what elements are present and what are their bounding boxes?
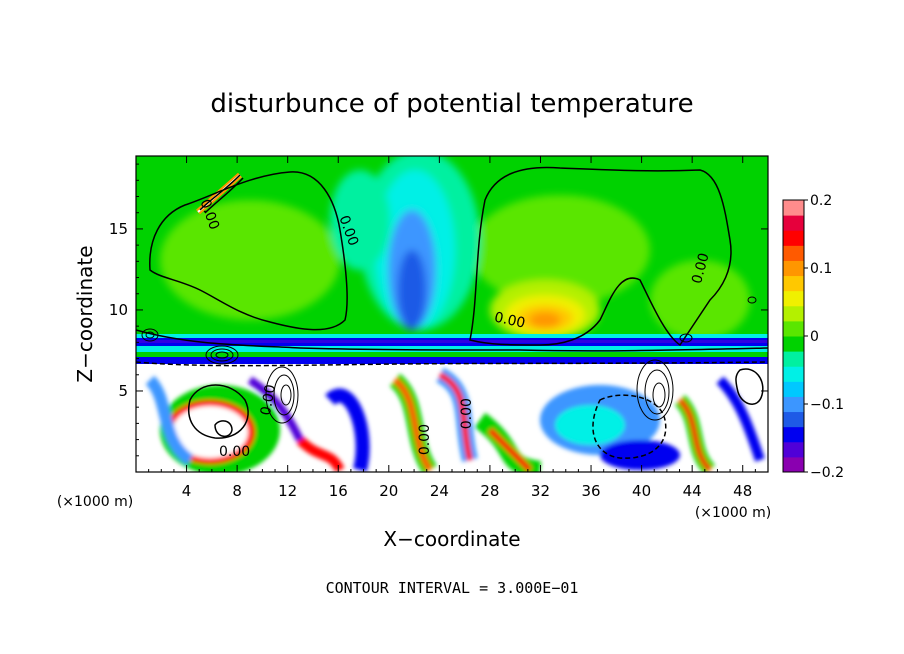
- contour-label: 0.00: [493, 310, 527, 332]
- colorbar-swatch: [783, 381, 804, 397]
- x-tick-label: 24: [430, 482, 449, 500]
- colorbar-swatch: [783, 200, 804, 216]
- colorbar-label: −0.2: [810, 465, 844, 481]
- x-tick-label: 40: [632, 482, 651, 500]
- x-tick-label: 8: [232, 482, 242, 500]
- contour-interval-note: CONTOUR INTERVAL = 3.000E−01: [326, 579, 579, 597]
- colorbar-swatch: [783, 441, 804, 458]
- colorbar-swatch: [783, 456, 804, 473]
- x-axis-title: X−coordinate: [383, 527, 520, 551]
- colorbar-swatch: [783, 320, 804, 337]
- colorbar: 0.2 0.1 0 −0.1 −0.2: [783, 193, 844, 481]
- colorbar-label: 0: [810, 329, 819, 345]
- contour-label-layer: 0.00 0.000.000.000.00 0.000.000.00: [196, 197, 712, 460]
- x-tick-label: 32: [531, 482, 550, 500]
- contour-label: 0.00: [459, 398, 475, 429]
- x-tick-label: 20: [379, 482, 398, 500]
- colorbar-swatch: [783, 215, 804, 231]
- colorbar-swatch: [783, 275, 804, 292]
- x-tick-label: 44: [683, 482, 702, 500]
- colorbar-swatch: [783, 230, 804, 246]
- y-tick-label: 5: [118, 382, 128, 400]
- colorbar-swatch: [783, 290, 804, 307]
- colorbar-swatch: [783, 426, 804, 443]
- y-tick-label: 10: [109, 301, 128, 319]
- colorbar-swatch: [783, 260, 804, 277]
- chart-title: disturbunce of potential temperature: [210, 89, 693, 119]
- colorbar-swatch: [783, 411, 804, 428]
- y-unit-label: (×1000 m): [695, 505, 771, 521]
- colorbar-label: 0.2: [810, 193, 832, 209]
- colorbar-swatch: [783, 305, 804, 322]
- colorbar-swatch: [783, 366, 804, 382]
- colorbar-label: 0.1: [810, 261, 832, 277]
- x-unit-label: (×1000 m): [57, 494, 133, 510]
- colorbar-swatch: [783, 396, 804, 413]
- x-tick-label: 48: [733, 482, 752, 500]
- x-tick-label: 12: [278, 482, 297, 500]
- x-tick-label: 4: [182, 482, 192, 500]
- colorbar-label: −0.1: [810, 397, 844, 413]
- contour-lines: [136, 166, 768, 459]
- colorbar-frame: [782, 199, 805, 473]
- contour-label: 0.00: [689, 251, 713, 285]
- x-tick-label: 16: [329, 482, 348, 500]
- x-tick-label: 28: [480, 482, 499, 500]
- colorbar-swatch: [783, 245, 804, 261]
- colorbar-swatch: [783, 336, 804, 352]
- y-tick-label: 15: [109, 220, 128, 238]
- contour-label: 0.00: [258, 383, 279, 416]
- contour-label: 0.00: [219, 444, 250, 460]
- contour-label: 0.00: [417, 424, 433, 455]
- y-axis-title: Z−coordinate: [73, 245, 97, 382]
- heatmap-field: [136, 156, 768, 472]
- colorbar-swatch: [783, 351, 804, 367]
- x-tick-label: 36: [581, 482, 600, 500]
